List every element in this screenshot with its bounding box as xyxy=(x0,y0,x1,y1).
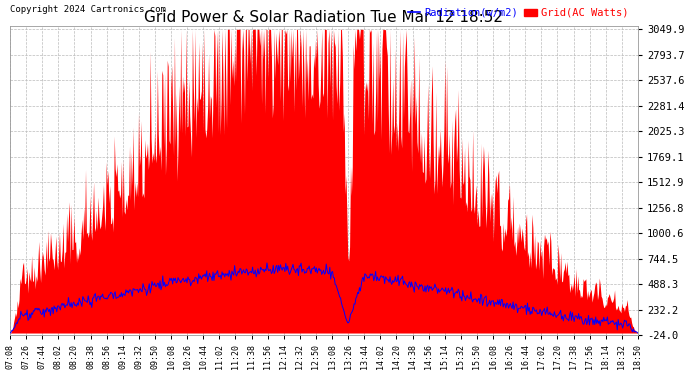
Legend: Radiation(w/m2), Grid(AC Watts): Radiation(w/m2), Grid(AC Watts) xyxy=(404,4,633,22)
Text: Copyright 2024 Cartronics.com: Copyright 2024 Cartronics.com xyxy=(10,5,166,14)
Title: Grid Power & Solar Radiation Tue Mar 12 18:52: Grid Power & Solar Radiation Tue Mar 12 … xyxy=(144,10,504,25)
